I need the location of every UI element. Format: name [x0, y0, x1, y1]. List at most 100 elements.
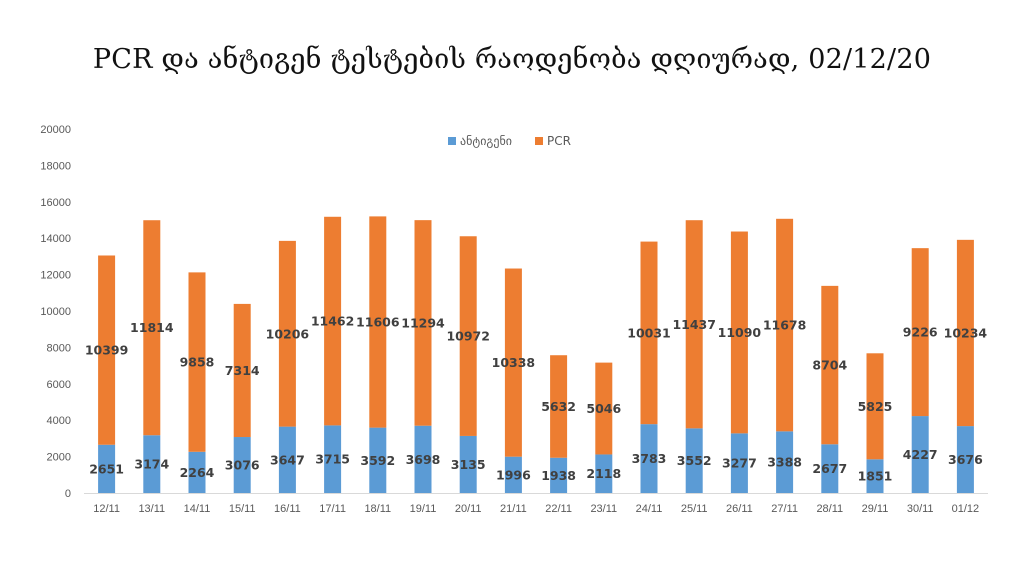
bar-segment: [821, 444, 839, 493]
x-tick-label: 25/11: [681, 503, 708, 515]
data-label: 3135: [451, 457, 486, 472]
legend-label: PCR: [547, 134, 571, 148]
bar-segment: [324, 216, 342, 426]
bar-segment: [98, 255, 116, 445]
y-tick-label: 16000: [40, 197, 71, 209]
bar-segment: [369, 427, 387, 493]
data-label: 5825: [858, 399, 893, 414]
x-tick-label: 16/11: [274, 503, 301, 515]
data-label: 10206: [266, 326, 310, 341]
data-label: 3647: [270, 452, 305, 467]
data-label: 3076: [225, 458, 260, 473]
x-tick-label: 30/11: [907, 503, 934, 515]
bar-segment: [504, 268, 522, 457]
bar-segment: [685, 428, 703, 493]
data-label: 10399: [85, 343, 129, 358]
x-tick-label: 28/11: [816, 503, 843, 515]
bar-segment: [730, 231, 748, 434]
legend-label: ანტიგენი: [460, 134, 512, 148]
bar-segment: [188, 451, 206, 493]
x-tick-label: 23/11: [590, 503, 617, 515]
data-label: 11814: [130, 320, 174, 335]
bar-segment: [369, 216, 387, 428]
data-label: 3552: [677, 453, 712, 468]
bar-segment: [278, 240, 296, 427]
x-tick-label: 26/11: [726, 503, 753, 515]
legend-swatch: [535, 137, 543, 145]
x-tick-label: 17/11: [319, 503, 346, 515]
data-label: 3174: [134, 457, 169, 472]
bar-segment: [188, 272, 206, 452]
data-label: 11090: [718, 325, 762, 340]
data-label: 2677: [812, 461, 847, 476]
bar-segment: [956, 239, 974, 427]
x-tick-label: 27/11: [771, 503, 798, 515]
x-tick-label: 29/11: [862, 503, 889, 515]
bar-segment: [324, 425, 342, 493]
data-label: 1996: [496, 467, 531, 482]
bar-segment: [821, 285, 839, 445]
bar-segment: [550, 457, 568, 493]
y-tick-label: 4000: [47, 415, 71, 427]
data-label: 9858: [180, 355, 215, 370]
data-label: 3277: [722, 456, 757, 471]
y-tick-label: 20000: [40, 124, 71, 136]
bars-layer: [98, 216, 974, 493]
bar-segment: [504, 456, 522, 493]
data-label: 9226: [903, 325, 938, 340]
data-label: 3592: [360, 453, 395, 468]
y-tick-label: 12000: [40, 270, 71, 282]
x-tick-label: 15/11: [229, 503, 256, 515]
bar-segment: [685, 220, 703, 429]
bar-segment: [459, 435, 477, 493]
data-label: 4227: [903, 447, 938, 462]
data-label: 10972: [446, 329, 490, 344]
bar-segment: [866, 353, 884, 460]
bar-segment: [233, 303, 251, 438]
bar-segment: [640, 424, 658, 493]
x-tick-label: 18/11: [364, 503, 391, 515]
data-label: 2118: [586, 466, 621, 481]
data-label: 8704: [812, 358, 847, 373]
x-tick-label: 19/11: [410, 503, 437, 515]
bar-segment: [98, 444, 116, 493]
data-label: 1938: [541, 468, 576, 483]
bar-segment: [640, 241, 658, 425]
bar-segment: [550, 355, 568, 458]
bar-segment: [414, 220, 432, 426]
data-label: 11294: [401, 315, 445, 330]
data-label: 10031: [627, 325, 671, 340]
bar-segment: [911, 248, 929, 417]
bar-segment: [595, 454, 613, 493]
data-labels-layer: 2651 10399 3174 11814 2264 9858 3076 7314 3647 10…: [85, 314, 988, 484]
y-tick-label: 8000: [47, 342, 71, 354]
bar-segment: [233, 437, 251, 493]
y-tick-label: 0: [65, 488, 71, 500]
data-label: 5046: [586, 401, 621, 416]
data-label: 1851: [858, 469, 893, 484]
y-tick-label: 14000: [40, 233, 71, 245]
data-label: 11606: [356, 315, 400, 330]
bar-segment: [730, 433, 748, 493]
legend-swatch: [448, 137, 456, 145]
y-tick-label: 2000: [47, 452, 71, 464]
data-label: 3388: [767, 455, 802, 470]
data-label: 3715: [315, 452, 350, 467]
data-label: 3698: [406, 452, 441, 467]
x-tick-label: 13/11: [138, 503, 165, 515]
data-label: 3783: [632, 451, 667, 466]
x-tick-label: 01/12: [952, 503, 980, 515]
x-tick-label: 20/11: [455, 503, 482, 515]
data-label: 10234: [944, 325, 988, 340]
y-tick-label: 10000: [40, 306, 71, 318]
bar-segment: [956, 426, 974, 493]
data-label: 11678: [763, 318, 807, 333]
bar-segment: [866, 459, 884, 493]
legend: ანტიგენი PCR: [448, 134, 571, 148]
bar-segment: [459, 236, 477, 436]
bar-segment: [143, 435, 161, 493]
data-label: 2264: [180, 465, 215, 480]
x-tick-label: 24/11: [636, 503, 663, 515]
